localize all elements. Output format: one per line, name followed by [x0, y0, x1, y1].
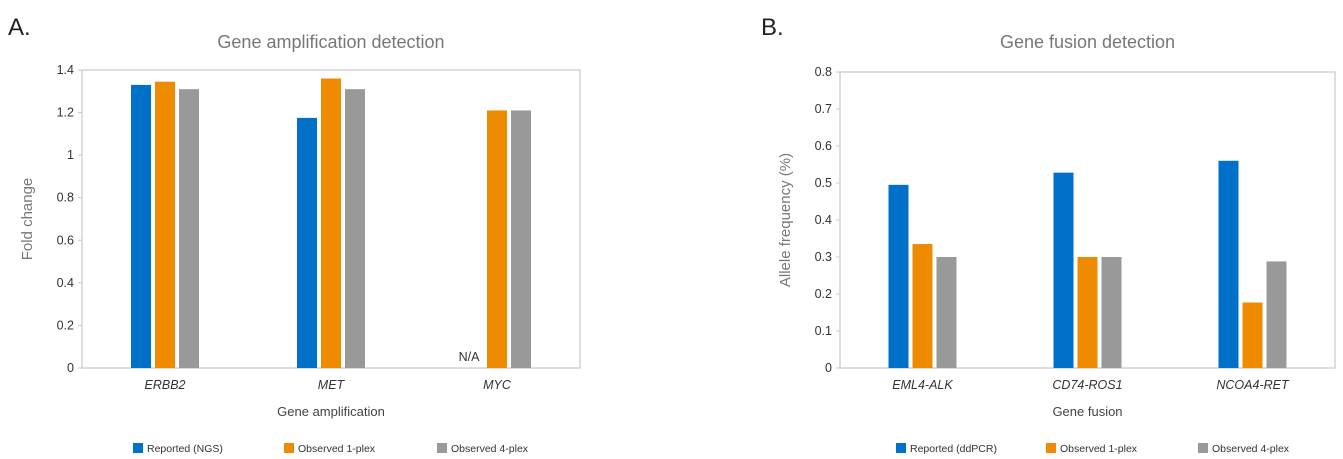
bar — [1077, 257, 1098, 368]
legend-swatch — [437, 443, 447, 453]
category-label: EML4-ALK — [892, 378, 953, 392]
y-tick-label: 0.2 — [815, 287, 832, 301]
y-tick-label: 0.8 — [57, 191, 74, 205]
bar — [1053, 172, 1074, 368]
y-tick-label: 0.5 — [815, 176, 832, 190]
y-tick-label: 0.6 — [815, 139, 832, 153]
legend-entry: Observed 4-plex — [451, 443, 529, 455]
na-annotation: N/A — [459, 350, 481, 364]
legend-entry: Observed 1-plex — [298, 443, 376, 455]
category-label: ERBB2 — [145, 378, 186, 392]
y-tick-label: 1.2 — [57, 106, 74, 120]
legend-swatch — [896, 443, 906, 453]
x-axis-label: Gene fusion — [1052, 404, 1122, 419]
panel-label: A. — [8, 14, 31, 41]
fusion-chart: Gene fusion detection 0 0.1 0.2 0.3 0.4 0.5 0.6… — [777, 32, 1336, 455]
bar — [936, 257, 957, 368]
y-axis-label: Allele frequency (%) — [777, 153, 794, 287]
legend-swatch — [133, 443, 143, 453]
chart-title: Gene fusion detection — [1000, 32, 1175, 52]
bar — [487, 110, 507, 368]
y-tick-label: 0.4 — [815, 213, 832, 227]
amplification-chart: Gene amplification detection 0 0.2 0.4 0.6 0.… — [19, 32, 581, 455]
y-tick-label: 0.1 — [815, 324, 832, 338]
legend-entry: Reported (ddPCR) — [910, 443, 997, 455]
bar — [297, 117, 317, 369]
chart-panel-a: A. Gene amplification detection 0 0.2 0.4 0.… — [8, 14, 581, 455]
y-axis-label: Fold change — [19, 178, 36, 261]
y-tick-label: 0.2 — [57, 318, 74, 332]
legend-swatch — [284, 443, 294, 453]
y-tick-label: 0 — [67, 361, 74, 375]
y-tick-label: 0.8 — [815, 65, 832, 79]
y-tick-label: 0 — [825, 361, 832, 375]
bar — [1101, 257, 1122, 368]
legend-entry: Reported (NGS) — [147, 443, 223, 455]
bar — [155, 81, 175, 368]
y-tick-label: 0.6 — [57, 233, 74, 247]
chart-panel-b: B. Gene fusion detection 0 0.1 0.2 0.3 0.4 0.5… — [672, 0, 1343, 459]
y-tick-label: 0.4 — [57, 276, 74, 290]
panel-label: B. — [761, 14, 784, 41]
legend-entry: Observed 1-plex — [1060, 443, 1138, 455]
y-tick-label: 0.7 — [815, 102, 832, 116]
category-label: MET — [318, 378, 346, 392]
bar — [1266, 261, 1287, 368]
legend-entry: Observed 4-plex — [1212, 443, 1290, 455]
bar — [131, 84, 151, 369]
x-axis-label: Gene amplification — [277, 404, 385, 419]
legend-swatch — [1046, 443, 1056, 453]
bar — [321, 78, 341, 368]
bar — [912, 244, 933, 368]
y-tick-label: 1.4 — [57, 63, 74, 77]
y-tick-label: 0.3 — [815, 250, 832, 264]
bar — [511, 110, 531, 368]
legend-swatch — [1198, 443, 1208, 453]
bar — [1218, 160, 1239, 368]
chart-title: Gene amplification detection — [217, 32, 444, 52]
bar — [179, 89, 199, 369]
bar — [1242, 302, 1263, 368]
category-label: NCOA4-RET — [1216, 378, 1290, 392]
category-label: MYC — [483, 378, 512, 392]
category-label: CD74-ROS1 — [1052, 378, 1122, 392]
bar — [345, 89, 365, 369]
y-tick-label: 1 — [67, 148, 74, 162]
bar — [888, 184, 909, 368]
